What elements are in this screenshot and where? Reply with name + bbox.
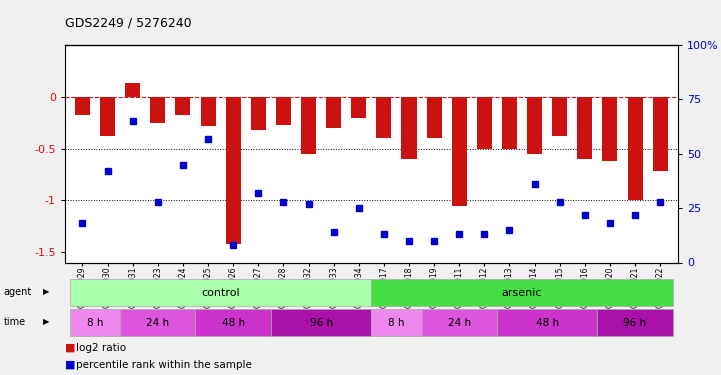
Bar (75, 97, 90, 116)
Bar (251, 97, 266, 130)
Text: percentile rank within the sample: percentile rank within the sample (76, 360, 252, 369)
Text: time: time (4, 317, 26, 327)
Text: arsenic: arsenic (502, 288, 542, 297)
Bar (271, 309, 371, 336)
Bar (451, 97, 466, 206)
Text: ■: ■ (65, 343, 76, 353)
Text: 96 h: 96 h (309, 318, 332, 327)
Bar (477, 97, 492, 148)
Bar (301, 97, 316, 154)
Text: ▶: ▶ (43, 287, 50, 296)
Bar (351, 97, 366, 117)
Bar (175, 97, 190, 116)
Bar (200, 97, 216, 126)
Text: log2 ratio: log2 ratio (76, 343, 126, 353)
Bar (627, 97, 642, 200)
Text: 8 h: 8 h (388, 318, 404, 327)
Bar (371, 309, 422, 336)
Bar (598, 309, 673, 336)
Bar (195, 309, 271, 336)
Text: ■: ■ (65, 360, 76, 369)
Bar (70, 279, 371, 306)
Bar (578, 97, 593, 159)
Text: 48 h: 48 h (221, 318, 244, 327)
Text: 8 h: 8 h (87, 318, 103, 327)
Text: 24 h: 24 h (146, 318, 169, 327)
Bar (402, 97, 417, 159)
Text: 96 h: 96 h (624, 318, 647, 327)
Text: control: control (201, 288, 240, 297)
Bar (120, 309, 195, 336)
Bar (422, 309, 497, 336)
Bar (427, 97, 442, 138)
Bar (150, 97, 165, 123)
Bar (326, 97, 341, 128)
Bar (276, 97, 291, 125)
Bar (125, 83, 141, 97)
Text: 24 h: 24 h (448, 318, 471, 327)
Bar (371, 279, 673, 306)
Text: ▶: ▶ (43, 317, 50, 326)
Bar (602, 97, 617, 161)
Bar (653, 97, 668, 171)
Bar (376, 97, 392, 138)
Bar (527, 97, 542, 154)
Bar (497, 309, 598, 336)
Text: agent: agent (4, 287, 32, 297)
Bar (552, 97, 567, 136)
Text: 48 h: 48 h (536, 318, 559, 327)
Bar (502, 97, 517, 148)
Bar (70, 309, 120, 336)
Text: GDS2249 / 5276240: GDS2249 / 5276240 (65, 17, 192, 30)
Bar (226, 97, 241, 244)
Bar (100, 97, 115, 136)
